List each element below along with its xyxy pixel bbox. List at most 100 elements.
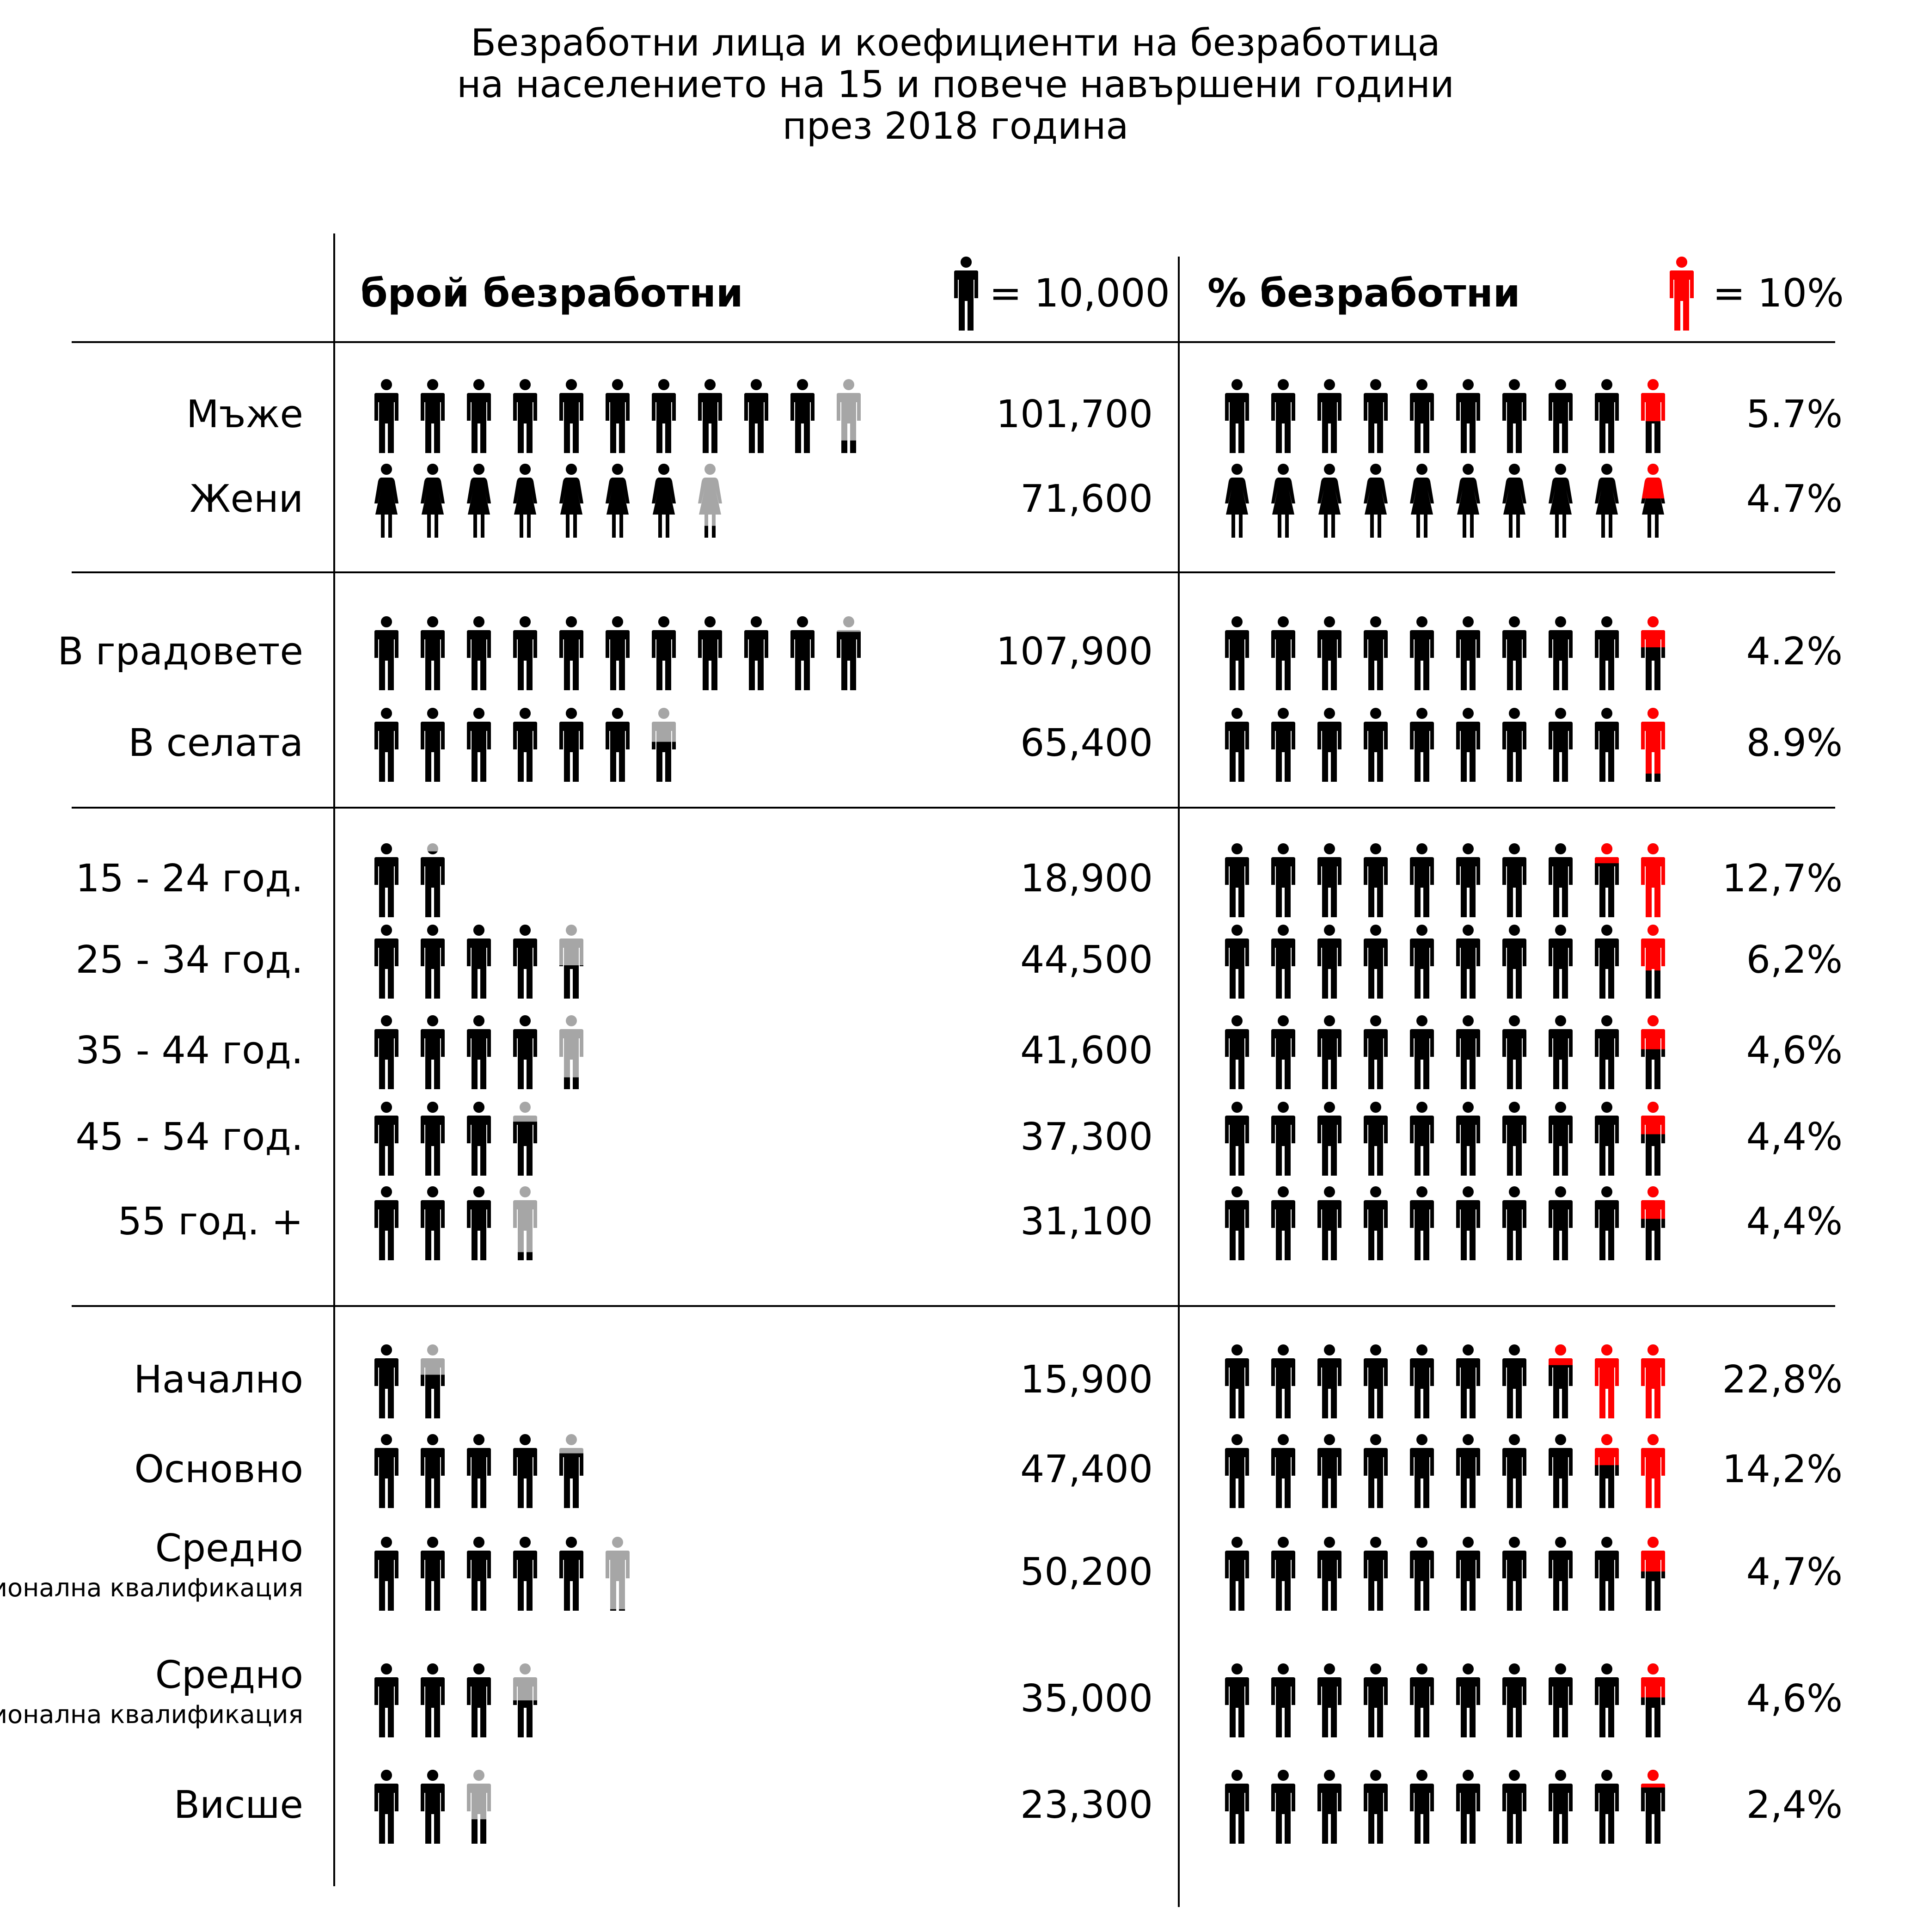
- count-value-label: 101,700: [996, 393, 1153, 436]
- percent-icon: [1271, 1186, 1295, 1260]
- row-label: Основно: [134, 1451, 303, 1489]
- count-pictogram-row: [374, 1015, 583, 1089]
- percent-icon: [1456, 1102, 1480, 1176]
- row-label-main: Средно: [155, 1653, 303, 1697]
- percent-icon: [1317, 379, 1341, 453]
- percent-icon-highlight: [1641, 1537, 1665, 1611]
- count-icon-partial: [606, 1537, 630, 1611]
- percent-icon: [1225, 1344, 1249, 1418]
- count-icon: [421, 1663, 445, 1737]
- percent-icon: [1364, 1102, 1388, 1176]
- count-value-label: 107,900: [996, 630, 1153, 674]
- count-icon: [559, 616, 583, 690]
- percent-pictogram-row: [1225, 1537, 1665, 1611]
- count-icon-partial: [559, 925, 583, 999]
- percent-value-label: 6,2%: [1746, 938, 1843, 982]
- percent-pictogram-row: [1225, 1344, 1665, 1418]
- percent-icon: [1410, 708, 1434, 782]
- title-line-3: през 2018 година: [782, 104, 1129, 147]
- percent-icon: [1271, 1344, 1295, 1418]
- count-icon: [790, 616, 815, 690]
- row-label: Мъже: [186, 396, 303, 434]
- percent-icon: [1502, 379, 1526, 453]
- percent-icon: [1225, 1015, 1249, 1089]
- count-pictogram-row: [374, 1434, 583, 1508]
- count-icon: [421, 1186, 445, 1260]
- percent-icon: [1549, 1015, 1573, 1089]
- count-icon: [467, 1102, 491, 1176]
- row-label-main: Висше: [173, 1783, 303, 1827]
- percent-icon: [1549, 1102, 1573, 1176]
- percent-icon: [1456, 1537, 1480, 1611]
- percent-icon-highlight: [1641, 1102, 1665, 1176]
- percent-pictogram-row: [1225, 925, 1665, 999]
- count-icon: [744, 379, 768, 453]
- count-pictogram-row: [374, 843, 445, 917]
- count-value-label: 35,000: [1020, 1677, 1153, 1721]
- percent-icon: [1225, 616, 1249, 690]
- count-icon: [374, 1186, 398, 1260]
- percent-column-header: % безработни: [1207, 270, 1520, 316]
- count-pictogram-row: [374, 616, 861, 690]
- count-icon: [421, 1537, 445, 1611]
- count-icon: [421, 379, 445, 453]
- count-icon: [513, 616, 537, 690]
- percent-icon: [1456, 1015, 1480, 1089]
- percent-icon: [1317, 616, 1341, 690]
- percent-icon: [1364, 379, 1388, 453]
- percent-icon: [1364, 1434, 1388, 1508]
- percent-icon: [1410, 464, 1434, 538]
- percent-icon: [1225, 1102, 1249, 1176]
- count-icon: [374, 708, 398, 782]
- row-label-main: 35 - 44 год.: [75, 1029, 303, 1073]
- percent-icon: [1502, 1344, 1526, 1418]
- percent-icon-highlight: [1641, 1344, 1665, 1418]
- percent-icon-highlight: [1641, 379, 1665, 453]
- percent-value-label: 4,4%: [1746, 1200, 1843, 1244]
- percent-icon: [1225, 1663, 1249, 1737]
- percent-icon: [1271, 708, 1295, 782]
- percent-icon: [1271, 1015, 1295, 1089]
- row-label: Средно с професионална квалификация: [0, 1656, 303, 1732]
- count-column-header: брой безработни: [361, 270, 743, 316]
- count-icon: [513, 925, 537, 999]
- percent-icon: [1364, 843, 1388, 917]
- count-value-label: 18,900: [1020, 857, 1153, 901]
- row-label-sub: с професионална квалификация: [0, 1700, 303, 1729]
- percent-icon: [1317, 1015, 1341, 1089]
- row-label: Жени: [190, 480, 303, 518]
- percent-icon-highlight: [1641, 708, 1665, 782]
- row-label-main: Жени: [190, 477, 303, 521]
- percent-icon: [1410, 925, 1434, 999]
- count-icon: [467, 379, 491, 453]
- count-icon: [421, 616, 445, 690]
- count-icon: [652, 379, 676, 453]
- percent-icon: [1456, 1344, 1480, 1418]
- count-icon: [467, 464, 491, 538]
- percent-icon: [1317, 1663, 1341, 1737]
- percent-icon: [1225, 1770, 1249, 1844]
- count-icon: [421, 1102, 445, 1176]
- percent-icon: [1364, 1344, 1388, 1418]
- percent-icon: [1595, 925, 1619, 999]
- row-label-main: Средно: [155, 1527, 303, 1570]
- row-label: Начално: [134, 1361, 303, 1399]
- percent-icon: [1595, 708, 1619, 782]
- percent-icon: [1410, 1186, 1434, 1260]
- percent-icon-highlight: [1641, 1186, 1665, 1260]
- row-label-main: В градовете: [57, 630, 303, 674]
- percent-icon-highlight: [1641, 843, 1665, 917]
- percent-icon: [1595, 379, 1619, 453]
- count-icon: [513, 1015, 537, 1089]
- percent-icon: [1549, 379, 1573, 453]
- percent-icon: [1225, 379, 1249, 453]
- percent-icon: [1317, 1434, 1341, 1508]
- percent-icon-highlight: [1641, 616, 1665, 690]
- percent-icon: [1317, 1102, 1341, 1176]
- percent-icon: [1410, 1770, 1434, 1844]
- row-label: 15 - 24 год.: [76, 860, 303, 898]
- count-icon: [374, 843, 398, 917]
- count-pictogram-row: [374, 1344, 445, 1418]
- percent-unit-label: = 10%: [1713, 270, 1844, 316]
- percent-icon-highlight: [1641, 464, 1665, 538]
